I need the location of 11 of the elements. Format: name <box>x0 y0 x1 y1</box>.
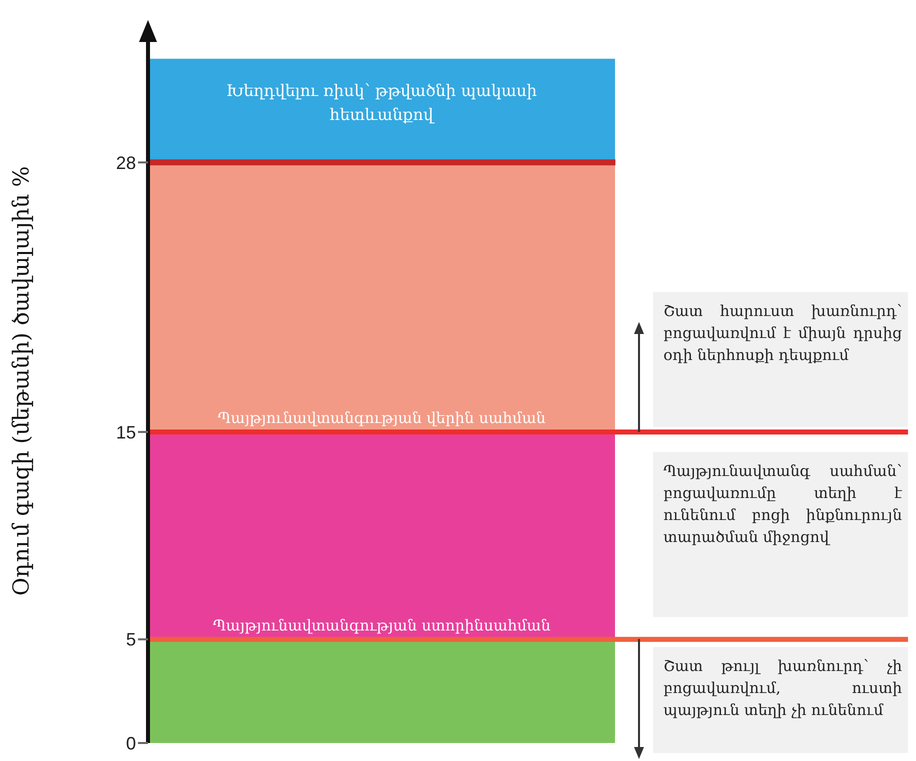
ref-line-label: Պայթյունավտանգության ստորինսահման <box>212 616 552 634</box>
y-tick-label: 15 <box>116 422 136 442</box>
text: Շատ հարուստ խառնուրդ՝ բոցավառվում է միայն դրսից օդի ներհոսքի դեպքում <box>663 300 902 366</box>
y-tick-label: 28 <box>116 152 136 173</box>
text: Շատ թույլ խառնուրդ՝ չի բոցավառվում, ուստի պայթյուն տեղի չի ունենում <box>663 656 902 722</box>
y-tick-label: 0 <box>126 733 136 754</box>
y-tick-label: 5 <box>126 630 136 650</box>
y-axis-title: Օդում գազի (մեթանի) ծավալային % <box>10 166 34 596</box>
series-label: Խեղդվելու ռիսկ՝ թթվածնի պակասի հետևանքով <box>225 80 538 126</box>
ref-line-label: Պայթյունավտանգության վերին սահման <box>218 408 546 427</box>
text: Պայթյունավտանգ սահման՝ բոցավառումը տեղի է ունենում բոցի ինքնուրույն տարածման միջոցով <box>663 460 902 548</box>
